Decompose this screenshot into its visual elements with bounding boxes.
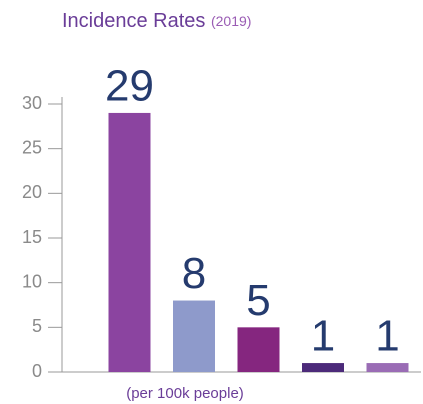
y-tick-label: 0 <box>32 361 42 381</box>
value-label: 5 <box>246 276 270 325</box>
y-tick-label: 10 <box>22 271 42 291</box>
bar <box>366 363 409 372</box>
subtitle: (2019) <box>211 13 251 29</box>
bar <box>173 300 215 372</box>
value-label: 8 <box>182 249 206 298</box>
title: Incidence Rates <box>62 10 205 32</box>
y-tick-label: 5 <box>32 316 42 336</box>
value-label: 1 <box>311 312 335 361</box>
x-axis-label: (per 100k people) <box>126 385 244 402</box>
value-label: 1 <box>375 312 399 361</box>
value-label: 29 <box>105 62 154 111</box>
bar <box>302 363 344 372</box>
bar <box>108 112 151 372</box>
y-tick-label: 25 <box>22 137 42 157</box>
chart-title: Incidence Rates (2019) <box>62 10 251 32</box>
y-tick-label: 20 <box>22 182 42 202</box>
y-tick-label: 15 <box>22 227 42 247</box>
y-tick-label: 30 <box>22 93 42 113</box>
bar <box>237 327 280 372</box>
